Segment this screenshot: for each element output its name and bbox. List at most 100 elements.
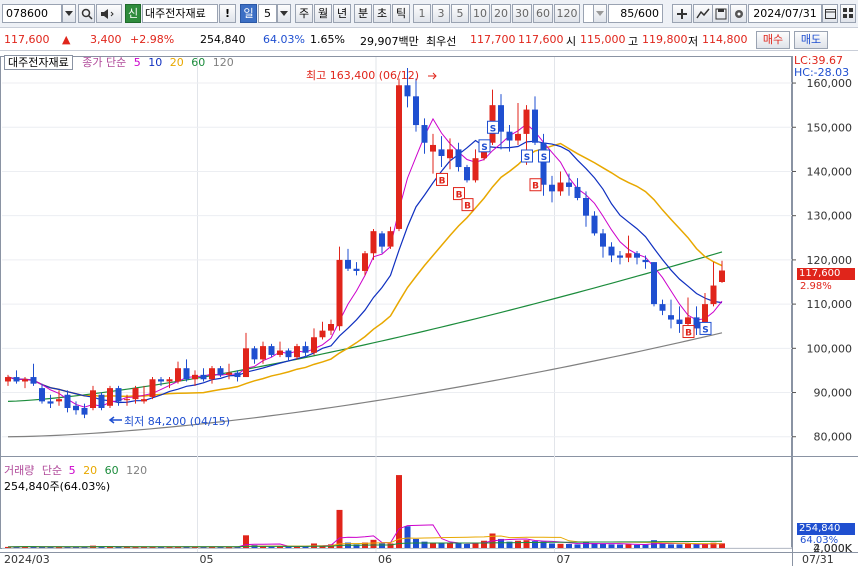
candle-body <box>506 131 513 141</box>
stock-code-input[interactable]: 078600 <box>2 4 62 23</box>
candlesticks <box>5 68 725 419</box>
candle-body <box>634 253 640 258</box>
volume-bar <box>115 546 122 548</box>
price-change: 3,400 <box>90 33 122 46</box>
candle-body <box>115 388 122 402</box>
candle-body <box>710 285 717 305</box>
bid-price: 117,600 <box>518 33 564 46</box>
volume-bar <box>209 546 215 548</box>
candle-body <box>243 348 249 378</box>
top-toolbar: 078600 신 대주전자재료 ! 일 5 주 월 년 분 초 틱 1 3 5 … <box>0 0 858 28</box>
legend-ma-label: 종가 단순 <box>82 56 127 69</box>
ask-price: 117,700 <box>470 33 516 46</box>
candle-body <box>285 350 292 358</box>
interval-dropdown-button[interactable] <box>593 4 607 23</box>
volume-value: 254,840 <box>200 33 246 46</box>
crosshair-button[interactable] <box>672 4 692 23</box>
volume-bar <box>421 541 428 548</box>
candle-body <box>430 144 436 152</box>
candle-body <box>294 346 300 358</box>
gear-icon <box>734 10 743 18</box>
period-minute-button[interactable]: 분 <box>354 4 372 23</box>
volume-bar <box>107 546 113 548</box>
sell-signal-icon <box>478 139 491 153</box>
volume-bar <box>642 544 649 548</box>
volume-bar <box>166 547 173 549</box>
legend-stock-name: 대주전자재료 <box>4 55 73 70</box>
period-month-button[interactable]: 월 <box>314 4 332 23</box>
sound-button[interactable] <box>96 4 122 23</box>
save-icon <box>715 8 726 20</box>
alert-button[interactable]: ! <box>219 4 236 23</box>
candle-body <box>685 317 691 324</box>
speaker-icon <box>101 9 114 19</box>
volume-bar <box>370 539 377 548</box>
lc-hc-readout: LC:39.67 HC:-28.03 <box>794 55 849 79</box>
period-day-button[interactable]: 일 <box>240 4 257 23</box>
low-label: 저 <box>688 35 699 48</box>
candle-body <box>192 374 198 380</box>
interval-3-button[interactable]: 3 <box>432 4 450 23</box>
candle-body <box>217 368 224 375</box>
settings-button[interactable] <box>730 4 747 23</box>
stock-name-field[interactable]: 대주전자재료 <box>142 4 218 23</box>
legend-ma-20: 20 <box>169 56 184 69</box>
grid-layout-button[interactable] <box>840 4 856 23</box>
volume-bar <box>379 543 385 548</box>
view-count-field[interactable]: 85/600 <box>608 4 663 23</box>
open-label: 시 <box>566 35 577 48</box>
search-button[interactable] <box>78 4 95 23</box>
candle-body <box>362 253 368 271</box>
candle-body <box>158 379 164 382</box>
candle-body <box>90 390 96 408</box>
volume-bar <box>396 475 402 548</box>
candle-body <box>260 346 266 360</box>
candle-body <box>81 408 88 415</box>
low-price: 114,800 <box>702 33 748 46</box>
volume-bar <box>710 542 717 548</box>
period-second-button[interactable]: 초 <box>373 4 391 23</box>
interval-1-button[interactable]: 1 <box>413 4 431 23</box>
interval-120-button[interactable]: 120 <box>554 4 580 23</box>
buy-signal-icon <box>461 198 474 212</box>
volume-bar <box>124 547 130 549</box>
volume-bar <box>608 544 615 548</box>
period-value-input[interactable]: 5 <box>258 4 277 23</box>
date-label: 2024/03 <box>4 553 50 566</box>
search-icon <box>81 8 93 20</box>
volume-readout: 254,840주(64.03%) <box>4 480 111 493</box>
price-tick-label: 110,000 <box>807 298 853 311</box>
volume-bar <box>200 547 207 549</box>
volume-bar <box>498 538 504 548</box>
volume-ratio: 64.03% <box>263 33 305 46</box>
volume-bar <box>523 540 530 548</box>
buy-button[interactable]: 매수 <box>756 31 790 49</box>
credit-badge: 신 <box>125 4 141 23</box>
volume-bar <box>506 541 513 548</box>
candle-body <box>98 394 105 408</box>
period-tick-button[interactable]: 틱 <box>392 4 410 23</box>
candle-body <box>183 368 190 380</box>
interval-20-button[interactable]: 20 <box>491 4 511 23</box>
period-week-button[interactable]: 주 <box>295 4 313 23</box>
code-dropdown-button[interactable] <box>62 4 76 23</box>
legend-ma-120: 120 <box>212 56 234 69</box>
candle-body <box>56 399 62 402</box>
candle-body <box>719 270 725 282</box>
calendar-button[interactable] <box>822 4 838 23</box>
date-label: 06 <box>378 553 392 566</box>
open-price: 115,000 <box>580 33 626 46</box>
volume-bar <box>532 541 538 548</box>
period-year-button[interactable]: 년 <box>333 4 351 23</box>
interval-30-button[interactable]: 30 <box>512 4 532 23</box>
save-button[interactable] <box>712 4 729 23</box>
sell-button[interactable]: 매도 <box>794 31 828 49</box>
interval-60-button[interactable]: 60 <box>533 4 553 23</box>
date-input[interactable]: 2024/07/31 <box>748 4 822 23</box>
period-dropdown-button[interactable] <box>277 4 291 23</box>
chart-tool-button[interactable] <box>693 4 713 23</box>
interval-5-button[interactable]: 5 <box>451 4 469 23</box>
candle-body <box>345 259 351 269</box>
interval-10-button[interactable]: 10 <box>470 4 490 23</box>
